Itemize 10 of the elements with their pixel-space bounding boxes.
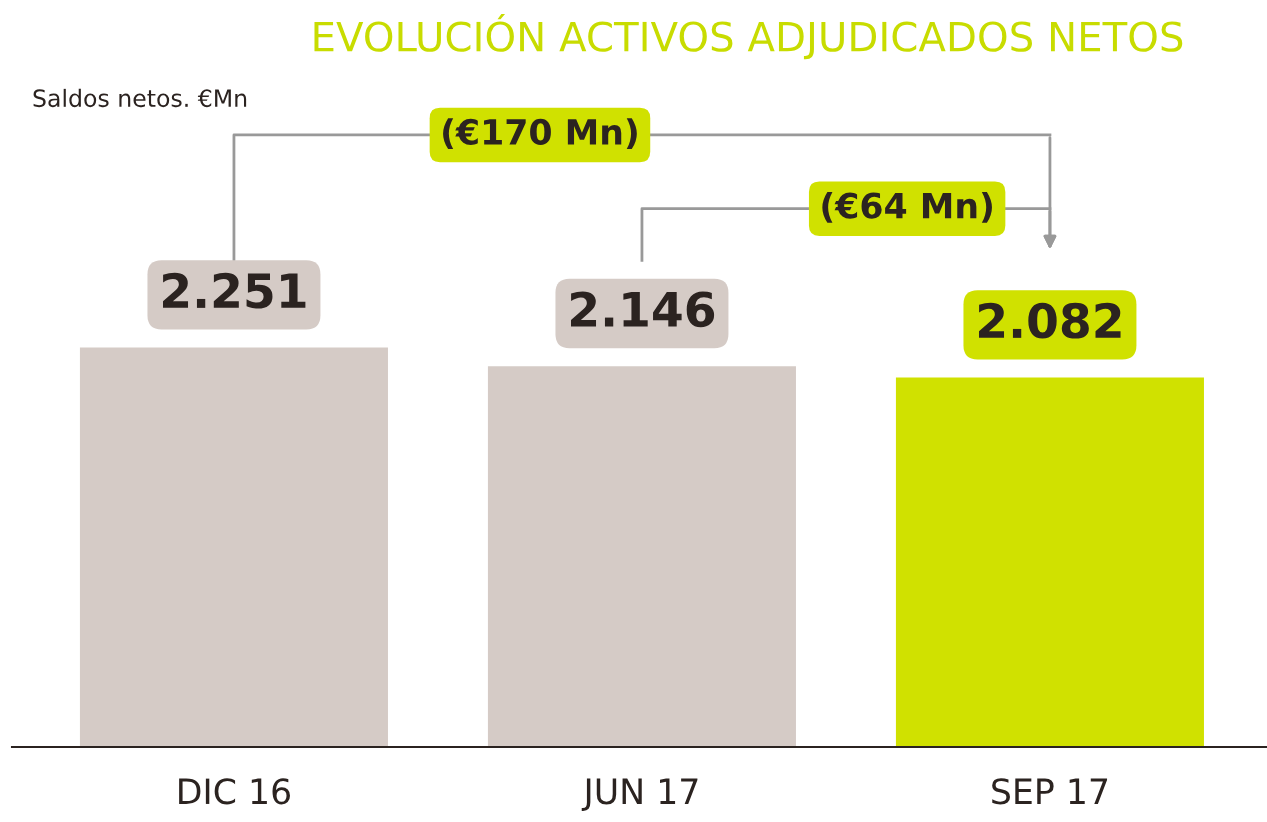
chart-subtitle: Saldos netos. €Mn [33,88,247,108]
chart-title: EVOLUCIÓN ACTIVOS ADJUDICADOS NETOS [314,14,1183,60]
text: (€170 Mn) [443,118,637,150]
x-tick-label: SEP 17 [992,778,1108,805]
data-label: 2.251 [163,272,306,309]
text: (€64 Mn) [822,191,992,223]
data-label: 2.082 [979,302,1121,339]
x-tick-label: JUN 17 [581,778,698,811]
x-tick-label: DIC 16 [179,778,290,805]
data-label: 2.146 [571,291,715,328]
